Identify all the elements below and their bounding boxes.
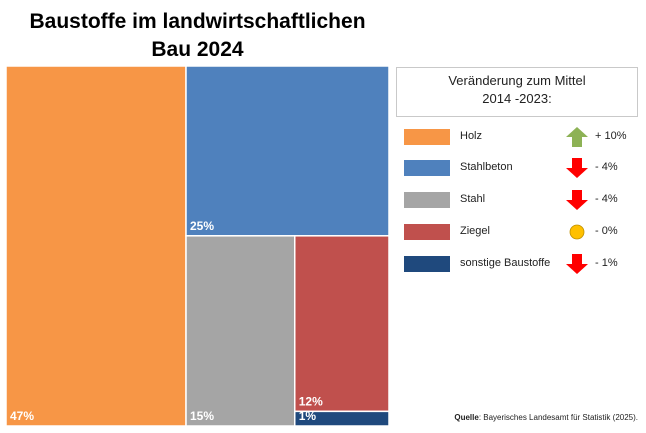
legend-row-sonstige-baustoffe: sonstige Baustoffe - 1% — [404, 254, 640, 276]
legend-header-line-2: 2014 -2023: — [482, 91, 552, 106]
arrow-down-icon — [566, 158, 588, 178]
legend-label-sonstige-baustoffe: sonstige Baustoffe — [460, 257, 551, 269]
legend-swatch-ziegel — [404, 224, 450, 240]
legend-label-holz: Holz — [460, 130, 483, 142]
legend-change-stahlbeton: - 4% — [595, 161, 618, 173]
legend-row-stahl: Stahl - 4% — [404, 190, 640, 212]
treemap-label-stahl: 15% — [190, 409, 214, 423]
arrow-up-icon — [566, 127, 588, 147]
legend-change-holz: + 10% — [595, 130, 627, 142]
legend-change-stahl: - 4% — [595, 193, 618, 205]
legend-label-ziegel: Ziegel — [460, 225, 490, 237]
treemap-label-holz: 47% — [10, 409, 34, 423]
legend-row-holz: Holz + 10% — [404, 127, 640, 149]
treemap-tile-holz — [5, 65, 187, 427]
source-note: Quelle: Bayerisches Landesamt für Statis… — [454, 413, 638, 422]
treemap-tile-stahlbeton — [185, 65, 390, 237]
title-line-1: Baustoffe im landwirtschaftlichen — [29, 10, 366, 33]
treemap-label-stahlbeton: 25% — [190, 219, 214, 233]
treemap-tile-sonstige-baustoffe — [294, 410, 390, 427]
treemap-tile-ziegel — [294, 235, 390, 413]
legend-swatch-holz — [404, 129, 450, 145]
source-text: : Bayerisches Landesamt für Statistik (2… — [478, 413, 638, 422]
legend-header-box: Veränderung zum Mittel 2014 -2023: — [396, 67, 638, 117]
legend-change-sonstige-baustoffe: - 1% — [595, 257, 618, 269]
legend-change-ziegel: - 0% — [595, 225, 618, 237]
legend-label-stahl: Stahl — [460, 193, 486, 205]
legend-label-stahlbeton: Stahlbeton — [460, 161, 513, 173]
chart-title: Baustoffe im landwirtschaftlichen Bau 20… — [0, 8, 395, 64]
legend-swatch-stahlbeton — [404, 160, 450, 176]
arrow-down-icon — [566, 190, 588, 210]
legend-row-stahlbeton: Stahlbeton - 4% — [404, 158, 640, 180]
title-line-2: Bau 2024 — [151, 38, 244, 61]
treemap-tile-stahl — [185, 235, 296, 427]
arrow-down-icon — [566, 254, 588, 274]
treemap-label-sonstige-baustoffe: 1% — [299, 409, 317, 423]
legend-swatch-sonstige-baustoffe — [404, 256, 450, 272]
legend-row-ziegel: Ziegel - 0% — [404, 224, 640, 244]
source-label: Quelle — [454, 413, 479, 422]
treemap-label-ziegel: 12% — [299, 394, 323, 408]
legend-header-line-1: Veränderung zum Mittel — [448, 73, 586, 88]
legend-swatch-stahl — [404, 192, 450, 208]
trend-neutral-icon — [569, 224, 585, 240]
